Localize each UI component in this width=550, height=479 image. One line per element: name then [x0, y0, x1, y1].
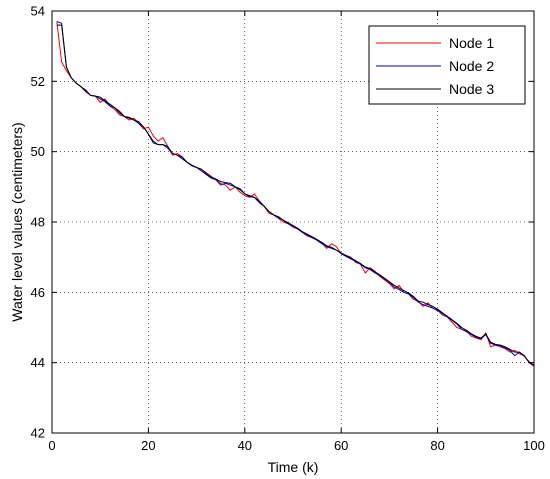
legend-label: Node 2 — [449, 58, 494, 74]
y-tick-label: 46 — [31, 285, 45, 300]
series-line-node-2 — [56, 21, 535, 366]
y-tick-label: 50 — [31, 144, 45, 159]
legend-box — [368, 25, 526, 105]
series-line-node-3 — [56, 24, 535, 366]
y-axis-label: Water level values (centimeters) — [9, 122, 25, 321]
legend-label: Node 1 — [449, 35, 494, 51]
grid-lines — [52, 11, 534, 433]
x-tick-label: 20 — [141, 438, 155, 453]
legend-label: Node 3 — [449, 81, 494, 97]
y-tick-label: 44 — [31, 355, 45, 370]
x-tick-label: 80 — [430, 438, 444, 453]
x-axis-label: Time (k) — [268, 459, 319, 475]
series-lines — [56, 21, 535, 367]
axis-ticks: 0 20 40 60 80 100 42 44 46 48 50 52 54 — [31, 4, 545, 454]
legend: Node 1 Node 2 Node 3 — [368, 25, 526, 105]
x-tick-label: 100 — [523, 438, 545, 453]
x-tick-label: 40 — [238, 438, 252, 453]
y-tick-label: 54 — [31, 4, 45, 19]
y-tick-label: 52 — [31, 74, 45, 89]
y-tick-label: 48 — [31, 215, 45, 230]
x-tick-label: 0 — [48, 438, 55, 453]
x-tick-label: 60 — [334, 438, 348, 453]
y-tick-label: 42 — [31, 426, 45, 441]
